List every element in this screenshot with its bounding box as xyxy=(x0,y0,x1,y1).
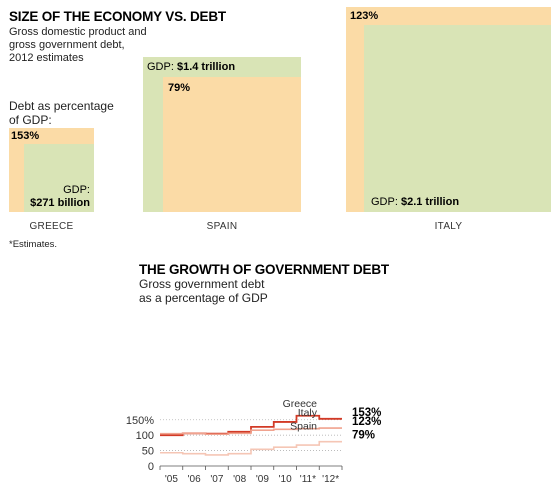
series-line-spain xyxy=(160,440,342,456)
section-subtitle: Gross domestic product and gross governm… xyxy=(9,26,147,65)
x-tick-label: '10 xyxy=(279,474,292,485)
x-tick-label: '12* xyxy=(322,474,339,485)
greece-label: GREECE xyxy=(29,221,74,232)
series-name-spain: Spain xyxy=(290,421,317,433)
spain-gdp-caption: GDP: xyxy=(147,61,174,73)
debt-label-line-1: Debt as percentage xyxy=(9,99,114,113)
y-tick-label: 0 xyxy=(148,461,154,473)
series-name-greece: Greece xyxy=(283,398,318,410)
x-tick-label: '11* xyxy=(300,474,316,485)
italy-gdp-caption: GDP: xyxy=(371,196,398,208)
spain-debt-box xyxy=(163,77,301,212)
italy-gdp-label: GDP: $2.1 trillion xyxy=(371,196,459,208)
greece-gdp-caption: GDP: xyxy=(63,184,90,196)
subtitle-line-2: gross government debt, xyxy=(9,39,125,51)
section-title: SIZE OF THE ECONOMY VS. DEBT xyxy=(9,9,226,24)
series-end-label-greece: 153% xyxy=(352,407,381,419)
series-name-italy: Italy xyxy=(298,407,318,419)
series-end-label-spain: 79% xyxy=(352,430,375,442)
chart-subtitle-line-1: Gross government debt xyxy=(139,277,265,291)
x-tick-label: '08 xyxy=(233,474,246,485)
spain-label: SPAIN xyxy=(206,221,238,232)
italy-gdp-value: $2.1 trillion xyxy=(400,196,460,208)
spain-debt-pct: 79% xyxy=(168,82,191,94)
y-tick-label: 150% xyxy=(126,415,154,427)
greece-debt-pct: 153% xyxy=(11,130,40,142)
debt-percentage-label: Debt as percentage of GDP: xyxy=(9,99,114,127)
debt-label-line-2: of GDP: xyxy=(9,113,52,127)
series-line-italy xyxy=(160,427,342,436)
y-tick-label: 50 xyxy=(142,446,154,458)
italy-debt-pct: 123% xyxy=(350,10,379,22)
greece-gdp-value: $271 billion xyxy=(30,197,90,209)
greece-gdp-label: GDP: $271 billion xyxy=(24,184,90,210)
x-tick-label: '07 xyxy=(210,474,223,485)
subtitle-line-1: Gross domestic product and xyxy=(9,26,147,38)
chart-subtitle-line-2: as a percentage of GDP xyxy=(139,291,268,305)
x-tick-label: '06 xyxy=(188,474,201,485)
chart-title: THE GROWTH OF GOVERNMENT DEBT xyxy=(139,262,389,277)
x-tick-label: '05 xyxy=(165,474,178,485)
italy-gdp-box xyxy=(364,25,551,212)
chart-subtitle: Gross government debt as a percentage of… xyxy=(139,277,268,305)
subtitle-line-3: 2012 estimates xyxy=(9,52,84,64)
greece-gdp-box xyxy=(24,144,94,212)
spain-gdp-label: GDP: $1.4 trillion xyxy=(147,61,235,73)
italy-label: ITALY xyxy=(434,221,463,232)
footnote: *Estimates. xyxy=(9,239,58,250)
y-tick-label: 100 xyxy=(136,430,154,442)
series-end-label-italy: 123% xyxy=(352,416,381,428)
x-tick-label: '09 xyxy=(256,474,269,485)
spain-gdp-value: $1.4 trillion xyxy=(176,61,236,73)
